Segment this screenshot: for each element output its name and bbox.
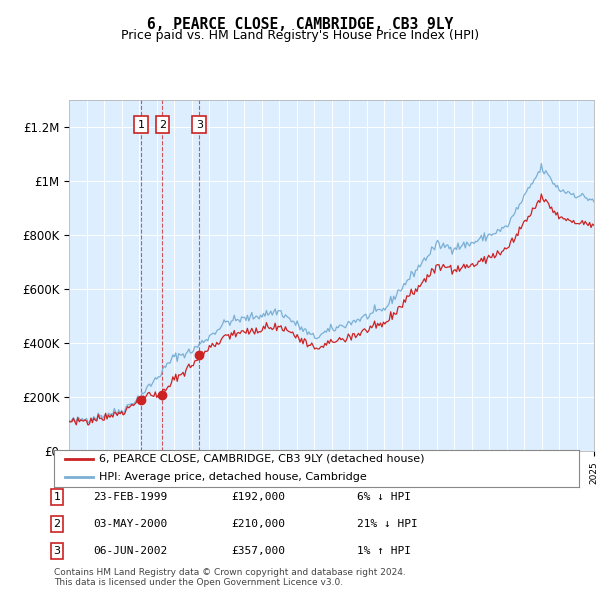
Text: HPI: Average price, detached house, Cambridge: HPI: Average price, detached house, Camb…	[98, 473, 367, 483]
Text: 21% ↓ HPI: 21% ↓ HPI	[357, 519, 418, 529]
Text: 3: 3	[53, 546, 61, 556]
Text: 3: 3	[196, 120, 203, 130]
Text: 6, PEARCE CLOSE, CAMBRIDGE, CB3 9LY (detached house): 6, PEARCE CLOSE, CAMBRIDGE, CB3 9LY (det…	[98, 454, 424, 464]
Text: 6% ↓ HPI: 6% ↓ HPI	[357, 492, 411, 502]
Text: 2: 2	[159, 120, 166, 130]
Text: 1: 1	[137, 120, 145, 130]
Text: £210,000: £210,000	[231, 519, 285, 529]
Text: £357,000: £357,000	[231, 546, 285, 556]
Text: This data is licensed under the Open Government Licence v3.0.: This data is licensed under the Open Gov…	[54, 578, 343, 587]
Text: 03-MAY-2000: 03-MAY-2000	[93, 519, 167, 529]
Text: 2: 2	[53, 519, 61, 529]
Text: 1% ↑ HPI: 1% ↑ HPI	[357, 546, 411, 556]
Text: £192,000: £192,000	[231, 492, 285, 502]
Text: Contains HM Land Registry data © Crown copyright and database right 2024.: Contains HM Land Registry data © Crown c…	[54, 568, 406, 577]
Text: 23-FEB-1999: 23-FEB-1999	[93, 492, 167, 502]
Text: Price paid vs. HM Land Registry's House Price Index (HPI): Price paid vs. HM Land Registry's House …	[121, 30, 479, 42]
Text: 06-JUN-2002: 06-JUN-2002	[93, 546, 167, 556]
Text: 1: 1	[53, 492, 61, 502]
Text: 6, PEARCE CLOSE, CAMBRIDGE, CB3 9LY: 6, PEARCE CLOSE, CAMBRIDGE, CB3 9LY	[147, 17, 453, 31]
